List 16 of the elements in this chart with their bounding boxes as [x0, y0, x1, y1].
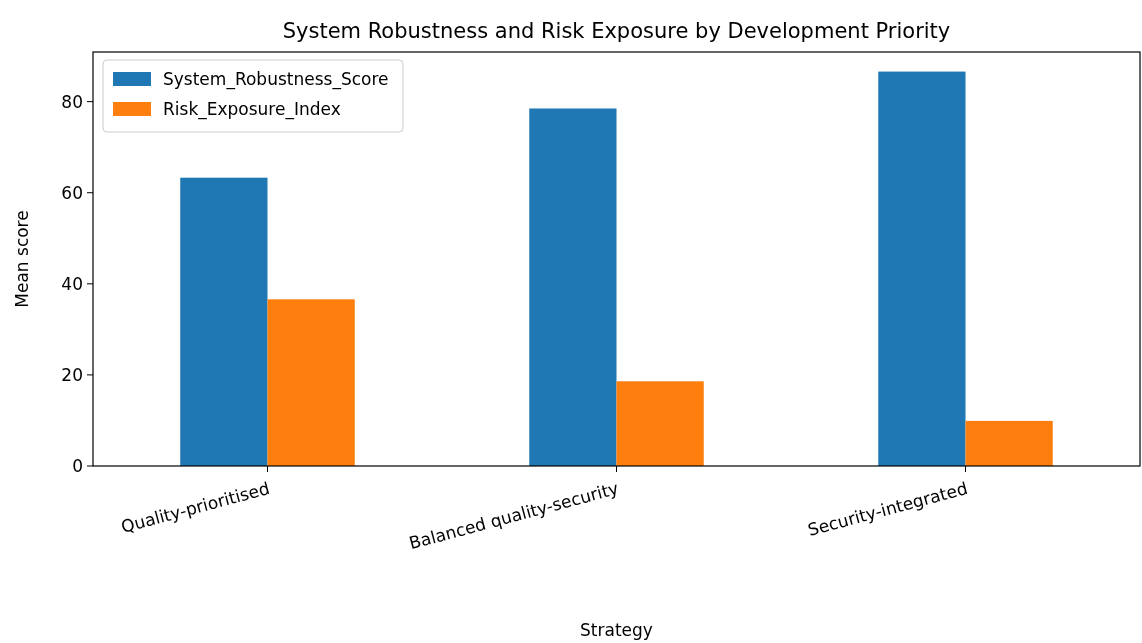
bar	[616, 381, 704, 466]
y-tick-label: 0	[72, 455, 83, 476]
y-tick-label: 80	[61, 91, 83, 112]
x-axis-title: Strategy	[580, 620, 653, 640]
bar	[180, 177, 268, 466]
bar	[529, 108, 617, 466]
bar	[267, 299, 355, 466]
bar	[878, 71, 966, 466]
y-tick-label: 20	[61, 364, 83, 385]
y-axis-title: Mean score	[12, 210, 32, 308]
bar	[965, 420, 1053, 466]
legend-label: System_Robustness_Score	[163, 68, 389, 90]
chart-title: System Robustness and Risk Exposure by Development Priority	[282, 19, 951, 43]
y-tick-label: 40	[61, 273, 83, 294]
y-tick-label: 60	[61, 182, 83, 203]
legend-label: Risk_Exposure_Index	[163, 98, 341, 120]
